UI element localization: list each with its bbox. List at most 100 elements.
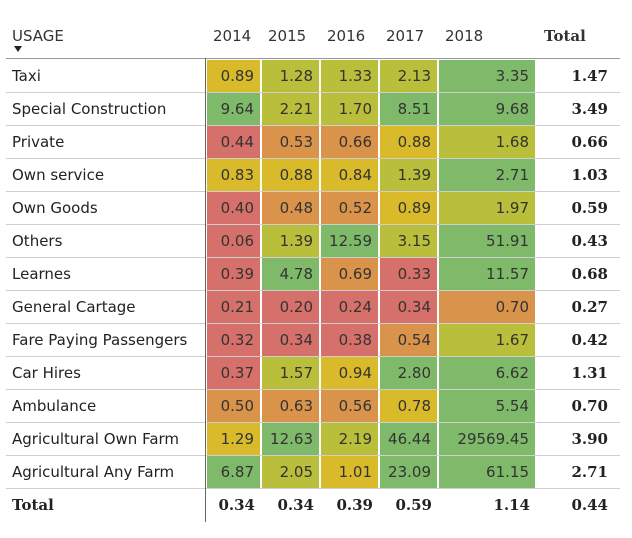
row-label: Private [12,133,65,151]
row-total-cell: 0.66 [571,133,608,151]
heat-cell: 9.68 [439,93,535,126]
row-total-cell: 1.47 [571,67,608,85]
year-header-2015[interactable]: 2015 [268,27,307,45]
heat-cell: 1.67 [439,324,535,357]
row-label: Agricultural Any Farm [12,463,175,481]
row-total-cell: 2.71 [571,463,608,481]
year-header-2017[interactable]: 2017 [386,27,425,45]
heat-cell: 1.68 [439,126,535,159]
row-label: Own Goods [12,199,98,217]
row-divider [6,488,620,489]
heat-cell: 0.94 [321,357,378,390]
row-total-cell: 1.31 [571,364,608,382]
row-divider [6,191,620,192]
row-label: Fare Paying Passengers [12,331,188,349]
heat-cell: 1.29 [207,423,260,456]
heat-cell: 2.71 [439,159,535,192]
heat-cell: 0.39 [207,258,260,291]
heat-cell: 1.39 [380,159,437,192]
row-divider [6,224,620,225]
heat-cell: 1.97 [439,192,535,225]
row-label: Ambulance [12,397,97,415]
row-label: Agricultural Own Farm [12,430,180,448]
footer-total-cell: 0.34 [277,496,314,514]
heat-cell: 0.34 [262,324,319,357]
heat-cell: 0.63 [262,390,319,423]
year-header-2016[interactable]: 2016 [327,27,366,45]
row-divider [6,257,620,258]
heat-cell: 5.54 [439,390,535,423]
row-divider [6,389,620,390]
grand-total-cell: 0.44 [571,496,608,514]
heat-cell: 1.28 [262,60,319,93]
row-label: Car Hires [12,364,81,382]
heat-cell: 0.38 [321,324,378,357]
heat-cell: 0.66 [321,126,378,159]
row-label: Special Construction [12,100,167,118]
row-divider [6,455,620,456]
row-divider [6,356,620,357]
heat-cell: 0.54 [380,324,437,357]
row-total-cell: 3.90 [571,430,608,448]
heat-cell: 8.51 [380,93,437,126]
heat-cell: 0.88 [262,159,319,192]
heat-cell: 2.80 [380,357,437,390]
heat-cell: 2.05 [262,456,319,489]
row-total-cell: 3.49 [571,100,608,118]
row-label: General Cartage [12,298,136,316]
heat-cell: 3.15 [380,225,437,258]
footer-total-cell: 0.39 [336,496,373,514]
heat-cell: 0.84 [321,159,378,192]
heat-cell: 0.83 [207,159,260,192]
row-divider [6,323,620,324]
heat-cell: 2.21 [262,93,319,126]
heat-cell: 6.62 [439,357,535,390]
footer-total-cell: 0.34 [218,496,255,514]
heat-cell: 3.35 [439,60,535,93]
row-total-cell: 0.43 [571,232,608,250]
heat-cell: 1.01 [321,456,378,489]
heat-cell: 0.52 [321,192,378,225]
sort-descending-icon[interactable] [14,46,22,52]
heat-cell: 12.59 [321,225,378,258]
row-divider [6,422,620,423]
row-label: Taxi [12,67,41,85]
footer-total-cell: 0.59 [395,496,432,514]
row-total-cell: 0.68 [571,265,608,283]
row-total-cell: 0.27 [571,298,608,316]
heat-cell: 0.53 [262,126,319,159]
row-total-cell: 0.59 [571,199,608,217]
heat-cell: 0.33 [380,258,437,291]
heat-cell: 0.37 [207,357,260,390]
row-divider [6,125,620,126]
heat-cell: 1.39 [262,225,319,258]
heat-cell: 1.57 [262,357,319,390]
heat-cell: 0.89 [380,192,437,225]
heat-cell: 0.69 [321,258,378,291]
heat-cell: 0.50 [207,390,260,423]
row-total-cell: 0.42 [571,331,608,349]
header-divider [6,58,620,59]
heat-cell: 0.88 [380,126,437,159]
year-header-2018[interactable]: 2018 [445,27,484,45]
row-total-cell: 0.70 [571,397,608,415]
row-divider [6,290,620,291]
heat-cell: 0.34 [380,291,437,324]
heat-cell: 0.78 [380,390,437,423]
row-label: Learnes [12,265,71,283]
heat-cell: 2.19 [321,423,378,456]
heat-cell: 11.57 [439,258,535,291]
footer-label: Total [12,496,54,514]
heat-cell: 29569.45 [439,423,535,456]
label-column-divider [205,58,206,522]
usage-header[interactable]: USAGE [12,27,64,45]
heat-cell: 0.24 [321,291,378,324]
heat-cell: 0.89 [207,60,260,93]
heat-cell: 46.44 [380,423,437,456]
heat-cell: 2.13 [380,60,437,93]
heat-cell: 0.44 [207,126,260,159]
year-header-2014[interactable]: 2014 [213,27,252,45]
heat-cell: 0.32 [207,324,260,357]
heat-cell: 0.70 [439,291,535,324]
total-header: Total [544,27,586,45]
